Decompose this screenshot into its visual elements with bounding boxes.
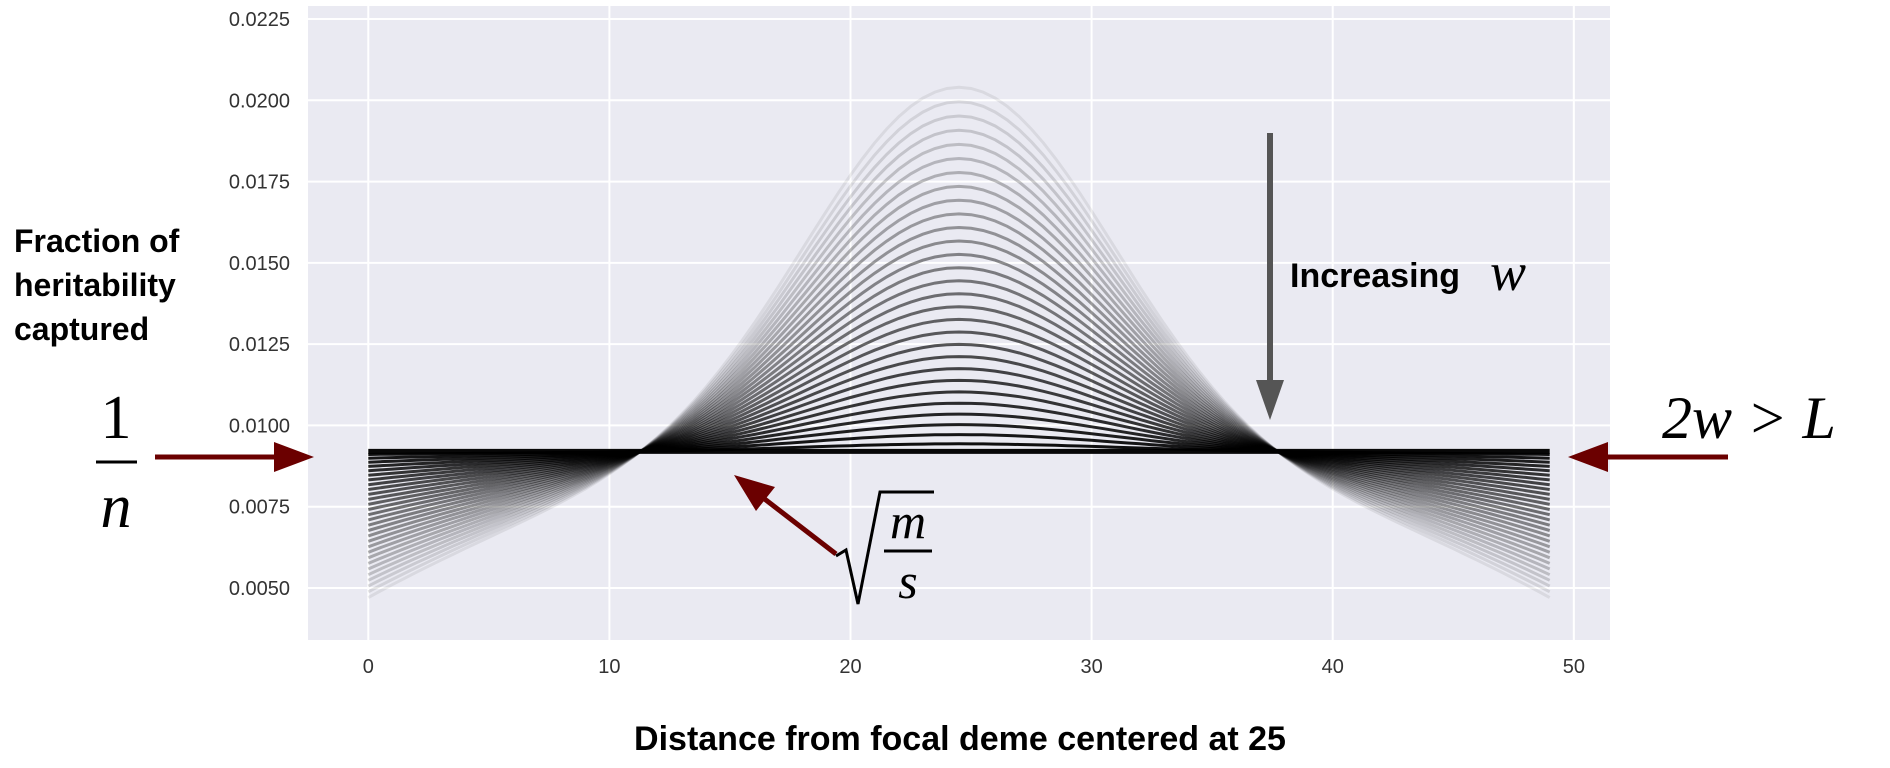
series-line xyxy=(368,330,1550,501)
series-line xyxy=(367,114,1551,588)
series-line xyxy=(367,292,1551,517)
y-tick-label: 0.0175 xyxy=(229,172,290,194)
series-line xyxy=(368,317,1550,506)
series-line xyxy=(367,142,1551,577)
x-tick-label: 10 xyxy=(598,656,620,678)
series-line xyxy=(368,342,1550,496)
series-line xyxy=(367,198,1551,554)
series-line xyxy=(367,128,1551,582)
series-line xyxy=(367,252,1551,532)
y-tick-label: 0.0100 xyxy=(229,415,290,437)
series-line xyxy=(367,225,1551,543)
x-tick-label: 50 xyxy=(1563,656,1585,678)
x-tick-label: 40 xyxy=(1322,656,1344,678)
sqrt-numerator: m xyxy=(890,493,926,549)
plot-background xyxy=(308,6,1610,640)
y-tick-label: 0.0075 xyxy=(229,497,290,519)
x-tick-label: 20 xyxy=(839,656,861,678)
y-axis-label-line-3: captured xyxy=(14,311,149,347)
y-axis-label-line-1: Fraction of xyxy=(14,223,180,259)
series-line xyxy=(367,170,1551,565)
y-axis-label-line-2: heritability xyxy=(14,267,176,303)
series-line xyxy=(368,390,1550,477)
series-line xyxy=(367,100,1551,594)
series-line xyxy=(368,367,1550,487)
increasing-symbol: w xyxy=(1490,242,1526,302)
series-line xyxy=(367,239,1551,538)
series-line xyxy=(368,355,1550,491)
sqrt-radical xyxy=(835,490,934,605)
y-tick-label: 0.0050 xyxy=(229,578,290,600)
diagonal-arrow-shaft xyxy=(760,495,838,556)
series-line xyxy=(367,279,1551,522)
x-axis-label: Distance from focal deme centered at 25 xyxy=(634,720,1286,758)
series-line xyxy=(367,184,1551,560)
right-arrow-head xyxy=(1568,442,1608,472)
series-line xyxy=(367,212,1551,549)
series-line xyxy=(367,156,1551,571)
series-line xyxy=(368,378,1550,482)
increasing-label: Increasing xyxy=(1290,257,1460,295)
y-tick-label: 0.0125 xyxy=(229,334,290,356)
diagonal-arrow-head xyxy=(734,475,775,511)
left-arrow-head xyxy=(274,442,314,472)
x-tick-label: 30 xyxy=(1080,656,1102,678)
x-tick-label: 0 xyxy=(363,656,374,678)
y-tick-label: 0.0225 xyxy=(229,9,290,31)
tick-labels: 0 10 20 30 40 50 0.0050 0.0075 0.0100 0.0125 0.015… xyxy=(229,9,1585,678)
sqrt-denominator: s xyxy=(898,553,917,609)
increasing-arrow-head xyxy=(1256,380,1284,420)
left-fraction-denominator: n xyxy=(101,473,132,541)
series-line xyxy=(367,266,1551,527)
y-tick-label: 0.0150 xyxy=(229,253,290,275)
y-tick-label: 0.0200 xyxy=(229,90,290,112)
left-fraction-numerator: 1 xyxy=(101,384,132,452)
series-lines xyxy=(367,85,1551,599)
right-condition-math: 2w > L xyxy=(1662,385,1836,451)
series-line xyxy=(367,85,1551,599)
series-line xyxy=(367,305,1551,511)
